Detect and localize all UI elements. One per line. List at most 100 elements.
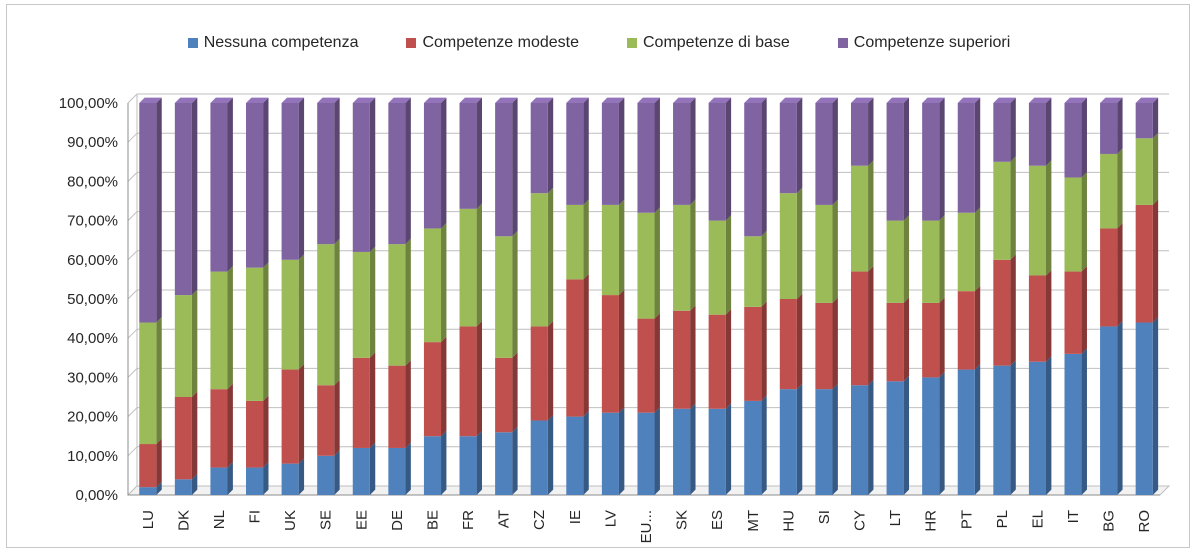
bar-segment-ES: [708, 220, 726, 315]
bar-segment-IT: [1064, 103, 1082, 178]
bar-side-BG: [1117, 223, 1123, 327]
x-tick-label: DE: [389, 510, 406, 531]
gridline-side: [127, 132, 138, 143]
x-tick-label: SE: [318, 510, 335, 530]
legend-swatch: [187, 38, 198, 48]
bar-side-IT: [1081, 97, 1087, 178]
bar-segment-ES: [708, 408, 726, 495]
bar-segment-PL: [993, 365, 1011, 495]
x-tick-label: IE: [567, 510, 584, 524]
bar-side-UK: [298, 458, 305, 495]
bar-side-SK: [690, 305, 696, 409]
bar-segment-DE: [388, 103, 406, 245]
bar-segment-SE: [317, 103, 335, 245]
bar-segment-PT: [957, 369, 975, 495]
bar-top-EU...: [637, 97, 660, 103]
bar-side-LU: [156, 317, 162, 445]
y-tick-label: 70,00%: [67, 213, 118, 230]
bar-side-RO: [1152, 317, 1159, 495]
legend-item-base: Competenze di base: [627, 31, 790, 55]
bar-top-CY: [850, 97, 874, 103]
bar-segment-RO: [1135, 204, 1153, 323]
bar-side-CZ: [547, 321, 554, 421]
bar-side-AT: [512, 352, 518, 433]
bar-segment-SE: [317, 385, 335, 456]
bar-side-SK: [690, 97, 696, 205]
bar-segment-PL: [993, 161, 1011, 260]
bar-segment-AT: [495, 432, 513, 495]
bar-segment-UK: [281, 369, 299, 464]
bar-segment-FI: [246, 400, 264, 468]
bar-segment-EU...: [637, 103, 655, 213]
bar-segment-LU: [139, 444, 157, 488]
legend-item-modeste: Competenze modeste: [406, 31, 579, 55]
bar-side-DK: [191, 473, 198, 495]
bar-side-DE: [405, 97, 411, 245]
bar-side-EE: [369, 97, 376, 252]
bar-segment-LV: [601, 103, 619, 205]
x-tick-label: UK: [282, 510, 299, 531]
bar-segment-FR: [459, 208, 477, 327]
bar-segment-LT: [886, 220, 904, 303]
bar-side-IT: [1081, 266, 1087, 354]
bar-segment-CZ: [530, 193, 548, 327]
bar-side-DE: [405, 360, 411, 448]
bar-side-EU...: [654, 97, 660, 213]
bar-side-ES: [725, 215, 732, 315]
bar-side-UK: [298, 97, 305, 260]
bar-segment-EL: [1028, 103, 1046, 166]
legend-label: Competenze modeste: [422, 34, 579, 51]
bar-side-LU: [156, 97, 162, 323]
bar-segment-EU...: [637, 318, 655, 413]
bar-segment-IE: [566, 279, 584, 417]
bar-segment-LV: [601, 295, 619, 413]
bar-segment-SI: [815, 204, 833, 303]
bar-segment-DE: [388, 365, 406, 448]
bar-side-BE: [441, 97, 447, 229]
bar-top-FI: [246, 97, 269, 103]
bar-side-DE: [405, 238, 411, 366]
bar-segment-SI: [815, 302, 833, 390]
bar-segment-DE: [388, 244, 406, 366]
bar-top-SK: [673, 97, 696, 103]
bar-segment-NL: [210, 389, 228, 468]
bar-side-SI: [832, 297, 838, 390]
bar-segment-IT: [1064, 271, 1082, 354]
bar-segment-IE: [566, 416, 584, 495]
bar-segment-IT: [1064, 177, 1082, 272]
x-tick-label: RO: [1136, 510, 1153, 533]
bar-side-HR: [939, 297, 945, 378]
bar-side-SI: [832, 383, 838, 495]
bar-side-DK: [191, 97, 198, 296]
bar-segment-HU: [779, 299, 797, 390]
bar-side-PT: [974, 364, 981, 495]
x-tick-label: CY: [852, 510, 869, 531]
bar-segment-EE: [352, 103, 370, 252]
bar-top-MT: [744, 97, 767, 103]
bar-segment-PT: [957, 212, 975, 292]
bar-side-SI: [832, 97, 838, 205]
bar-side-EU...: [654, 313, 660, 413]
bar-side-ES: [725, 403, 732, 495]
bar-top-LU: [139, 97, 162, 103]
bar-side-RO: [1152, 199, 1159, 323]
bar-top-UK: [281, 97, 305, 103]
bar-top-DK: [174, 97, 198, 103]
bar-segment-BG: [1100, 326, 1118, 495]
bar-segment-EL: [1028, 361, 1046, 495]
bar-side-BG: [1117, 97, 1123, 154]
bar-side-HU: [796, 187, 803, 299]
bar-side-EE: [369, 352, 376, 448]
bar-top-NL: [210, 97, 233, 103]
x-tick-label: EU...: [638, 510, 655, 543]
x-tick-label: NL: [211, 510, 228, 529]
bar-segment-EU...: [637, 212, 655, 319]
bar-side-AT: [512, 426, 518, 495]
bar-side-FI: [263, 97, 269, 268]
bar-side-LT: [903, 97, 910, 221]
bar-segment-LU: [139, 322, 157, 445]
x-tick-label: FR: [460, 510, 477, 530]
bar-side-CZ: [547, 187, 554, 327]
bar-side-HR: [939, 215, 945, 303]
x-tick-label: ES: [709, 510, 726, 530]
